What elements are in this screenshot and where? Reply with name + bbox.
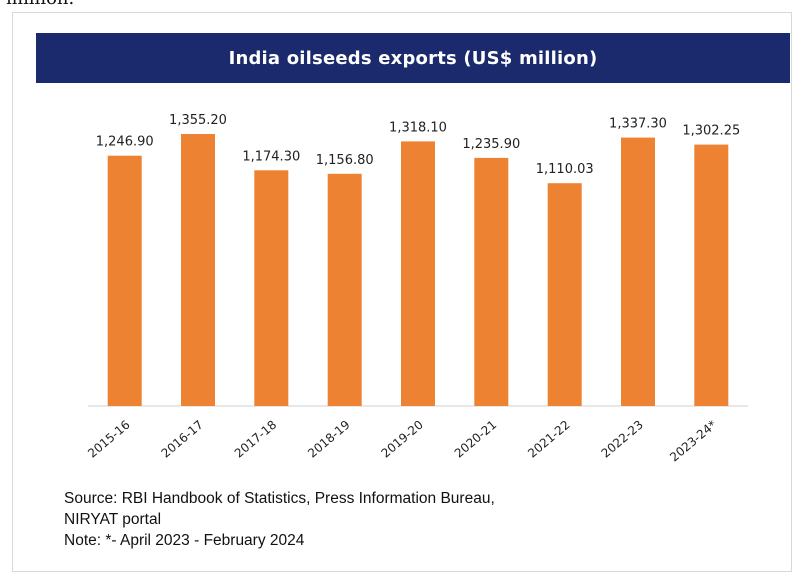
x-tick-label-2016-17: 2016-17 xyxy=(159,418,206,461)
x-tick-label-2023-24*: 2023-24* xyxy=(667,418,719,465)
data-label-2020-21: 1,235.90 xyxy=(462,137,520,152)
x-tick-label-2020-21: 2020-21 xyxy=(452,418,499,461)
data-label-2023-24*: 1,302.25 xyxy=(682,124,740,139)
x-tick-label-2019-20: 2019-20 xyxy=(379,418,426,461)
bar-2022-23 xyxy=(621,137,655,406)
data-label-2019-20: 1,318.10 xyxy=(389,120,447,135)
data-label-2018-19: 1,156.80 xyxy=(316,153,374,168)
bar-2019-20 xyxy=(401,141,435,406)
bar-2020-21 xyxy=(474,157,509,406)
data-label-2021-22: 1,110.03 xyxy=(536,162,594,177)
data-label-2015-16: 1,246.90 xyxy=(96,135,154,150)
data-label-2022-23: 1,337.30 xyxy=(609,117,667,132)
bar-chart: 1,246.90 2015-16 1,355.20 2016-17 1,174.30 20… xyxy=(85,113,748,465)
bar-2018-19 xyxy=(327,173,362,406)
x-tick-label-2021-22: 2021-22 xyxy=(525,418,572,461)
x-tick-label-2022-23: 2022-23 xyxy=(599,418,646,461)
x-tick-label-2018-19: 2018-19 xyxy=(305,418,352,461)
top-text-fragment: million. xyxy=(6,0,74,9)
bar-2015-16 xyxy=(107,155,142,406)
chart-title-bar: India oilseeds exports (US$ million) xyxy=(36,33,790,83)
date-note: Note: *- April 2023 - February 2024 xyxy=(64,532,305,549)
bar-2023-24* xyxy=(694,144,729,406)
x-tick-label-2017-18: 2017-18 xyxy=(232,418,279,461)
data-label-2017-18: 1,174.30 xyxy=(242,149,300,164)
source-line-2: NIRYAT portal xyxy=(64,511,162,528)
bar-2017-18 xyxy=(254,170,289,406)
chart-title: India oilseeds exports (US$ million) xyxy=(228,47,598,69)
data-label-2016-17: 1,355.20 xyxy=(169,113,227,128)
bar-2021-22 xyxy=(547,183,582,406)
source-line-1: Source: RBI Handbook of Statistics, Pres… xyxy=(64,490,495,507)
bar-2016-17 xyxy=(181,134,215,406)
x-tick-label-2015-16: 2015-16 xyxy=(85,418,132,461)
source-note: Source: RBI Handbook of Statistics, Pres… xyxy=(64,488,495,551)
